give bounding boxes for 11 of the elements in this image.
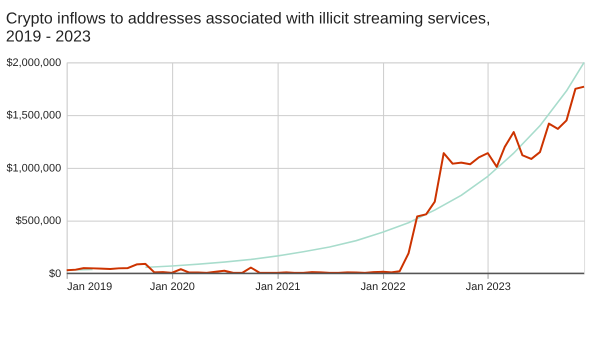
x-tick-label: Jan 2022 — [360, 280, 406, 293]
y-tick-label: $0 — [49, 268, 62, 280]
y-tick-label: $2,000,000 — [6, 56, 62, 69]
x-tick-label: Jan 2021 — [255, 280, 300, 293]
y-tick-label: $1,000,000 — [6, 162, 62, 174]
x-tick-label: Jan 2020 — [150, 280, 195, 293]
x-tick-label: Jan 2019 — [67, 280, 112, 293]
x-tick-label: Jan 2023 — [466, 280, 511, 293]
chart-title: Crypto inflows to addresses associated with illicit streaming services, 2019 - 2023 — [6, 10, 490, 46]
y-tick-label: $1,500,000 — [6, 110, 62, 122]
y-tick-label: $500,000 — [16, 215, 62, 228]
